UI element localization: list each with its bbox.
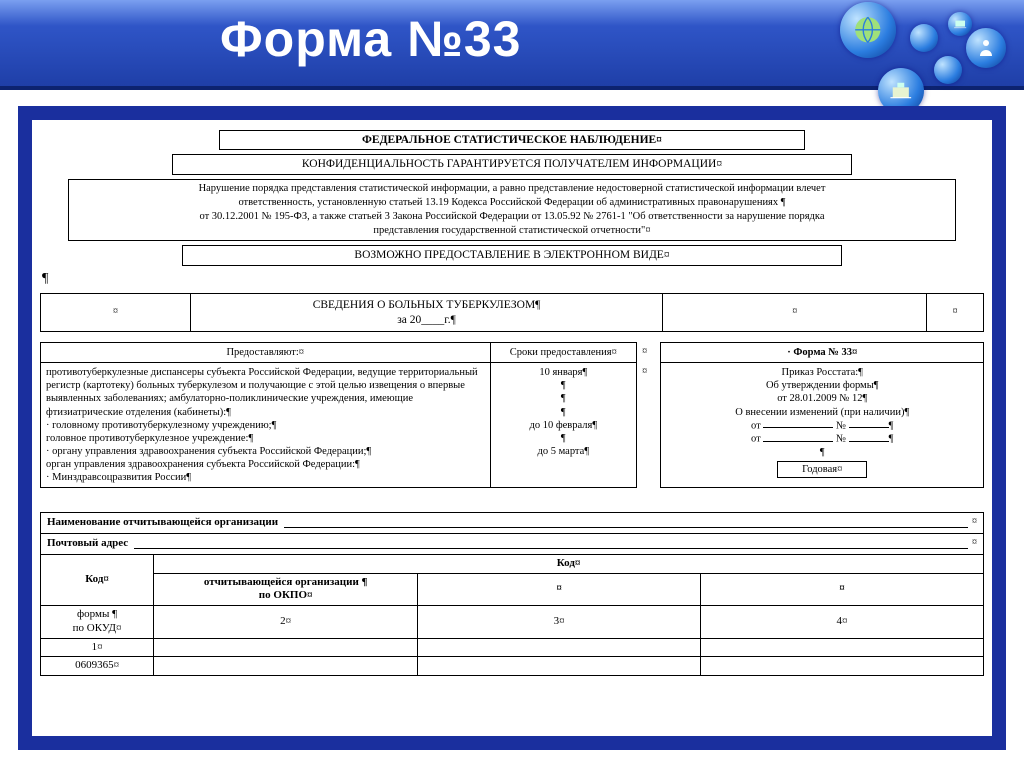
form-meta-cell: Приказ Росстата:¶ Об утверждении формы¶ …: [661, 363, 984, 488]
svedeniya-line1: СВЕДЕНИЯ О БОЛЬНЫХ ТУБЕРКУЛЕЗОМ¶: [313, 299, 541, 311]
legal-line: представления государственной статистиче…: [373, 225, 650, 236]
provider-line: · головному противотуберкулезному учрежд…: [46, 419, 485, 432]
deadline-line: ¶: [496, 379, 632, 392]
org-name-label: Наименование отчитывающейся организации: [47, 516, 278, 530]
deadline-line: до 5 марта¶: [496, 445, 632, 458]
provider-line: · органу управления здравоохранения субъ…: [46, 445, 485, 458]
deadline-line: ¶: [496, 392, 632, 405]
code-sub-line: по ОКПО¤: [259, 589, 313, 601]
col-header-form: · Форма № 33¤: [661, 343, 984, 363]
deadline-line: до 10 февраля¶: [496, 419, 632, 432]
code-sub-line: отчитывающейся организации ¶: [204, 576, 368, 588]
codes-table: Код¤ Код¤ отчитывающейся организации ¶ п…: [40, 555, 984, 676]
form-meta-line: О внесении изменений (при наличии)¶: [666, 406, 978, 419]
federal-heading: ФЕДЕРАЛЬНОЕ СТАТИСТИЧЕСКОЕ НАБЛЮДЕНИЕ¤: [219, 130, 804, 150]
blank-cell[interactable]: [701, 657, 984, 676]
annual-box: Годовая¤: [777, 461, 867, 478]
provider-line: противотуберкулезные диспансеры субъекта…: [46, 366, 485, 419]
col-num: 3¤: [418, 606, 701, 639]
col-header-deadline: Сроки предоставления¤: [490, 343, 637, 363]
code-header: Код¤: [154, 555, 984, 573]
deadline-line: ¶: [496, 406, 632, 419]
form-meta-line: от № ¶: [666, 419, 978, 433]
col-header-provide: Предоставляют:¤: [41, 343, 491, 363]
svedeniya-line2: за 20____г.¶: [397, 314, 456, 326]
confidentiality-box: КОНФИДЕНЦИАЛЬНОСТЬ ГАРАНТИРУЕТСЯ ПОЛУЧАТ…: [172, 154, 852, 174]
form-meta-line: от 28.01.2009 № 12¶: [666, 392, 978, 405]
provider-line: · Минздравсоцразвития России¶: [46, 471, 485, 484]
code-sub: отчитывающейся организации ¶ по ОКПО¤: [154, 573, 418, 606]
decorative-orbs: [816, 0, 1016, 114]
form-meta-line: Приказ Росстата:¶: [666, 366, 978, 379]
legal-line: от 30.12.2001 № 195-ФЗ, а также статьей …: [199, 211, 824, 222]
spacer-cell: ¤: [637, 363, 661, 488]
form-meta-line: Об утверждении формы¶: [666, 379, 978, 392]
org-block: Наименование отчитывающейся организации …: [40, 512, 984, 676]
code-empty: ¤: [701, 573, 984, 606]
electronic-box: ВОЗМОЖНО ПРЕДОСТАВЛЕНИЕ В ЭЛЕКТРОННОМ ВИ…: [182, 245, 843, 265]
org-name-row: Наименование отчитывающейся организации …: [40, 512, 984, 533]
svedeniya-title-cell: СВЕДЕНИЯ О БОЛЬНЫХ ТУБЕРКУЛЕЗОМ¶ за 20__…: [191, 293, 663, 332]
org-addr-field[interactable]: [134, 537, 968, 549]
blank-cell[interactable]: [418, 657, 701, 676]
code-empty: ¤: [418, 573, 701, 606]
org-addr-row: Почтовый адрес ¤: [40, 533, 984, 555]
legal-notice-box: Нарушение порядка представления статисти…: [68, 179, 955, 242]
blank-cell[interactable]: [154, 657, 418, 676]
legal-line: ответственность, установленную статьей 1…: [238, 197, 785, 208]
provider-line: головное противотуберкулезное учреждение…: [46, 432, 485, 445]
spacer-cell: ¤: [663, 293, 927, 332]
svedeniya-row: ¤ СВЕДЕНИЯ О БОЛЬНЫХ ТУБЕРКУЛЕЗОМ¶ за 20…: [40, 293, 984, 332]
code-label: Код¤: [41, 555, 154, 606]
col-num: 4¤: [701, 606, 984, 639]
code-sub-line: формы ¶: [77, 608, 117, 620]
deadlines-cell: 10 января¶ ¶ ¶ ¶ до 10 февраля¶ ¶ до 5 м…: [490, 363, 637, 488]
spacer-cell: ¤: [637, 343, 661, 363]
col-num: 1¤: [41, 638, 154, 657]
code-sub-line: по ОКУД¤: [73, 622, 122, 634]
legal-line: Нарушение порядка представления статисти…: [199, 183, 826, 194]
deadline-line: ¶: [496, 432, 632, 445]
provision-table: Предоставляют:¤ Сроки предоставления¤ ¤ …: [40, 342, 984, 488]
col-num: 2¤: [154, 606, 418, 639]
org-addr-label: Почтовый адрес: [47, 537, 128, 551]
blank-cell[interactable]: [701, 638, 984, 657]
spacer-cell: ¤: [40, 293, 191, 332]
spacer-cell: ¤: [927, 293, 984, 332]
blank-cell[interactable]: [154, 638, 418, 657]
form-meta-line: от № ¶: [666, 432, 978, 446]
providers-cell: противотуберкулезные диспансеры субъекта…: [41, 363, 491, 488]
provider-line: орган управления здравоохранения субъект…: [46, 458, 485, 471]
code-col-sub: формы ¶ по ОКУД¤: [41, 606, 154, 639]
document-frame: ФЕДЕРАЛЬНОЕ СТАТИСТИЧЕСКОЕ НАБЛЮДЕНИЕ¤ К…: [18, 106, 1006, 750]
okud-value: 0609365¤: [41, 657, 154, 676]
slide-title-bar: Форма №33: [0, 0, 1024, 90]
form-meta-line: ¶: [666, 446, 978, 459]
blank-cell[interactable]: [418, 638, 701, 657]
deadline-line: 10 января¶: [496, 366, 632, 379]
org-name-field[interactable]: [284, 516, 968, 528]
